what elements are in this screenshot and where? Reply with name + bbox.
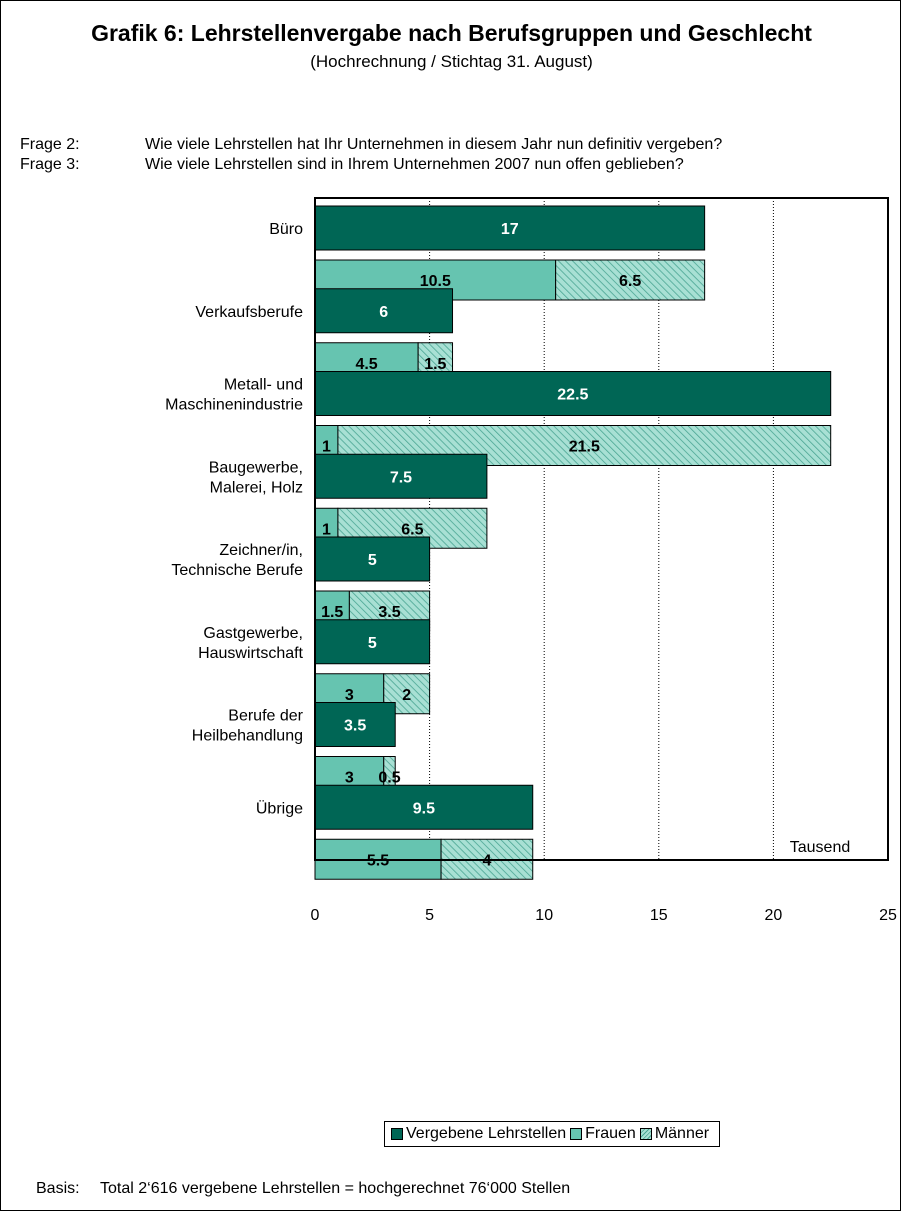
data-label-vergeben: 5: [368, 635, 377, 652]
basis-note: Basis: Total 2‘616 vergebene Lehrstellen …: [36, 1180, 570, 1198]
data-label-maenner: 3.5: [378, 604, 400, 621]
bar-vergeben: [314, 205, 706, 251]
question-3-label: Frage 3:: [20, 156, 80, 173]
chart-title: Grafik 6: Lehrstellenvergabe nach Berufs…: [91, 20, 812, 46]
question-3: Frage 3: Wie viele Lehrstellen sind in Ih…: [20, 156, 684, 174]
data-label-vergeben: 7.5: [390, 469, 412, 486]
data-label-maenner: 1.5: [424, 356, 446, 373]
category-label: Gastgewerbe,: [203, 625, 303, 642]
category-label: Zeichner/in,: [219, 542, 303, 559]
data-label-frauen: 1: [322, 521, 331, 538]
bar-vergeben: [314, 784, 534, 830]
unit-label: Tausend: [790, 839, 851, 856]
category-label: Hauswirtschaft: [198, 645, 303, 662]
data-label-maenner: 6.5: [619, 273, 641, 290]
question-2-label: Frage 2:: [20, 136, 80, 153]
data-label-vergeben: 17: [501, 221, 519, 238]
bar-vergeben: [314, 371, 832, 416]
x-tick-label: 10: [535, 907, 553, 924]
bar-vergeben: [314, 453, 488, 499]
category-label: Metall- und: [224, 377, 303, 394]
data-label-vergeben: 3.5: [344, 718, 366, 735]
data-label-frauen: 4.5: [355, 356, 377, 373]
question-3-text: Wie viele Lehrstellen sind in Ihrem Unte…: [145, 156, 684, 173]
category-label: Büro: [269, 221, 303, 238]
x-tick-label: 20: [765, 907, 783, 924]
legend-swatch-frauen: [570, 1128, 583, 1140]
x-tick-label: 0: [311, 907, 320, 924]
category-label: Maschinenindustrie: [165, 397, 303, 414]
legend-swatch-vergeben: [391, 1128, 403, 1140]
category-label: Heilbehandlung: [192, 728, 303, 745]
category-label: Übrige: [256, 799, 303, 817]
legend-label-vergeben: Vergebene Lehrstellen: [406, 1125, 567, 1142]
x-tick-label: 5: [425, 907, 434, 924]
legend-item-maenner: Männer: [639, 1125, 710, 1143]
data-label-frauen: 3: [345, 770, 354, 787]
data-label-vergeben: 22.5: [557, 387, 588, 404]
bar-maenner: [555, 259, 706, 301]
legend-item-frauen: Frauen: [570, 1125, 636, 1143]
category-label: Berufe der: [228, 708, 303, 725]
bar-vergeben: [314, 536, 431, 582]
bar-vergeben: [314, 619, 431, 665]
category-label: Technische Berufe: [171, 562, 303, 579]
basis-label: Basis:: [36, 1180, 80, 1197]
legend-item-vergeben: Vergebene Lehrstellen: [391, 1125, 566, 1143]
data-label-vergeben: 5: [368, 552, 377, 569]
legend-label-frauen: Frauen: [585, 1125, 636, 1142]
data-label-maenner: 6.5: [401, 521, 423, 538]
data-label-vergeben: 9.5: [413, 800, 435, 817]
basis-text: Total 2‘616 vergebene Lehrstellen = hoch…: [100, 1180, 571, 1197]
question-2-text: Wie viele Lehrstellen hat Ihr Unternehme…: [145, 136, 723, 153]
bar-vergeben: [314, 702, 396, 747]
data-label-frauen: 1: [322, 439, 331, 456]
legend: Vergebene Lehrstellen Frauen Männer: [384, 1121, 721, 1147]
chart-subtitle: (Hochrechnung / Stichtag 31. August): [310, 52, 593, 71]
legend-label-maenner: Männer: [654, 1125, 710, 1142]
category-label: Baugewerbe,: [209, 459, 303, 476]
x-tick-label: 25: [879, 907, 897, 924]
data-label-maenner: 2: [402, 687, 411, 704]
data-label-maenner: 21.5: [569, 439, 600, 456]
data-label-frauen: 1.5: [321, 604, 343, 621]
category-label: Verkaufsberufe: [195, 304, 303, 321]
x-tick-label: 15: [650, 907, 668, 924]
plot-border: [314, 197, 889, 861]
bar-vergeben: [314, 288, 454, 334]
data-label-maenner: 0.5: [378, 770, 400, 787]
data-label-frauen: 3: [345, 687, 354, 704]
category-label: Malerei, Holz: [210, 479, 303, 496]
data-label-vergeben: 6: [379, 304, 388, 321]
question-2: Frage 2: Wie viele Lehrstellen hat Ihr Un…: [20, 136, 722, 154]
legend-swatch-maenner: [639, 1128, 652, 1140]
data-label-frauen: 10.5: [420, 273, 451, 290]
